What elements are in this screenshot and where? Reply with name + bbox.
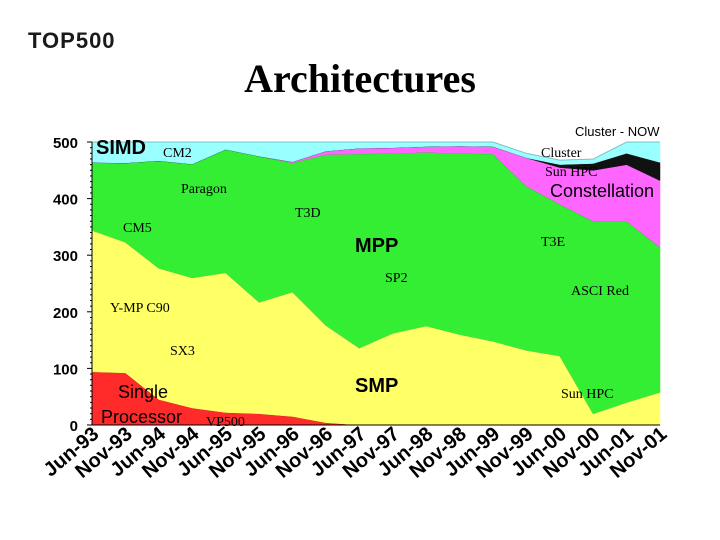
y-tick-label: 400 bbox=[53, 192, 78, 209]
y-tick-label: 300 bbox=[53, 248, 78, 265]
logo-text: TOP500 bbox=[28, 28, 116, 53]
label-sp2: SP2 bbox=[385, 271, 408, 286]
label-cluster-now: Cluster - NOW bbox=[575, 124, 660, 139]
label-sun-hpc-top: Sun HPC bbox=[545, 165, 598, 180]
x-tick-labels: Jun-93Nov-93Jun-94Nov-94Jun-95Nov-95Jun-… bbox=[40, 422, 672, 482]
y-tick-label: 100 bbox=[53, 361, 78, 378]
label-vp500: VP500 bbox=[206, 415, 245, 430]
label-t3d: T3D bbox=[295, 206, 321, 221]
label-single: Single bbox=[118, 382, 168, 402]
label-smp: SMP bbox=[355, 375, 398, 397]
label-cluster: Cluster bbox=[541, 146, 582, 161]
label-asci-red: ASCI Red bbox=[571, 284, 629, 299]
label-sx3: SX3 bbox=[170, 344, 195, 359]
chart-title: Architectures bbox=[244, 56, 476, 101]
area-simd bbox=[91, 141, 661, 165]
y-axis bbox=[87, 141, 93, 426]
area-layers bbox=[91, 141, 661, 426]
label-mpp: MPP bbox=[355, 235, 398, 257]
label-cm5: CM5 bbox=[123, 221, 152, 236]
label-paragon: Paragon bbox=[181, 182, 227, 197]
label-cm2: CM2 bbox=[163, 146, 192, 161]
label-simd: SIMD bbox=[96, 137, 146, 159]
label-processor: Processor bbox=[101, 407, 182, 427]
label-constellation: Constellation bbox=[550, 181, 654, 201]
area-boundary-6 bbox=[92, 141, 660, 161]
top500-logo: TOP500 bbox=[28, 28, 116, 54]
y-tick-label: 500 bbox=[53, 135, 78, 152]
y-tick-label: 200 bbox=[53, 305, 78, 322]
label-t3e: T3E bbox=[541, 235, 565, 250]
y-tick-label: 0 bbox=[70, 418, 78, 435]
label-sun-hpc-bottom: Sun HPC bbox=[561, 387, 614, 402]
label-ymp: Y-MP C90 bbox=[110, 301, 170, 316]
y-tick-labels: 0 100 200 300 400 500 bbox=[53, 135, 78, 435]
annotations: SIMD CM2 Cluster - NOW Cluster Sun HPC P… bbox=[96, 124, 660, 430]
